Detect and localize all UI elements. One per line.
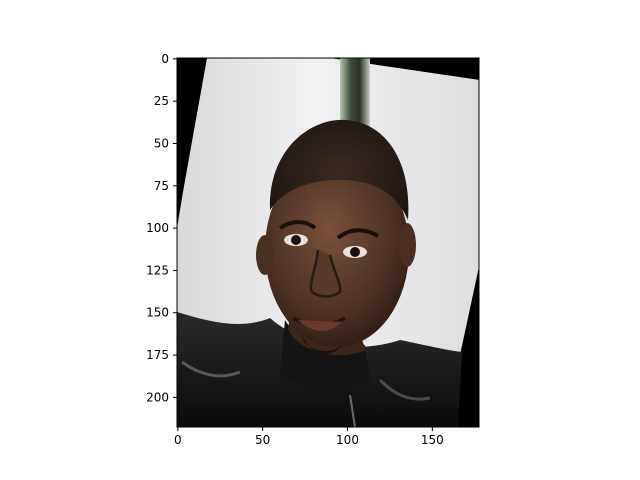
photo-nose — [309, 249, 342, 298]
photo-lower-lip — [298, 320, 342, 331]
jacket-zipper — [349, 394, 356, 427]
y-tick-label: 25 — [154, 94, 169, 108]
x-axis: 0 50 100 150 — [174, 427, 444, 447]
y-tick-label: 175 — [146, 348, 169, 362]
photo-face — [265, 153, 409, 347]
y-axis: 0 25 50 75 100 125 150 175 200 — [146, 52, 177, 404]
x-tick-label: 50 — [255, 433, 270, 447]
photo — [177, 58, 479, 427]
photo-hair — [269, 119, 409, 220]
y-tick-label: 150 — [146, 306, 169, 320]
photo-eyebrow-right — [336, 228, 380, 240]
y-tick-label: 125 — [146, 263, 169, 277]
photo-ear-left — [256, 235, 274, 275]
x-tick-label: 150 — [421, 433, 444, 447]
y-tick-label: 100 — [146, 221, 169, 235]
jacket-highlight — [181, 360, 241, 378]
x-tick-label: 100 — [336, 433, 359, 447]
jacket-highlight — [378, 378, 431, 401]
y-tick-label: 0 — [161, 52, 169, 66]
photo-ear-right — [398, 223, 416, 267]
photo-pupil-left — [291, 235, 301, 245]
x-tick-label: 0 — [174, 433, 182, 447]
y-tick-label: 200 — [146, 390, 169, 404]
y-tick-label: 50 — [154, 136, 169, 150]
photo-collar — [280, 320, 370, 390]
axes-frame — [176, 57, 480, 428]
photo-pupil-right — [350, 247, 360, 257]
photo-eyebrow-left — [278, 220, 317, 230]
photo-goatee — [300, 330, 345, 355]
y-tick-label: 75 — [154, 179, 169, 193]
